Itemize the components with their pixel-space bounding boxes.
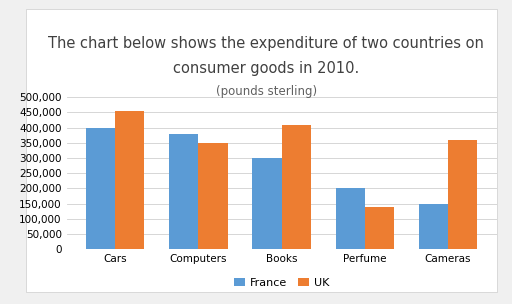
Bar: [169, 134, 199, 249]
Text: (pounds sterling): (pounds sterling): [216, 85, 317, 98]
Text: The chart below shows the expenditure of two countries on: The chart below shows the expenditure of…: [48, 36, 484, 51]
Bar: [336, 188, 365, 249]
Text: consumer goods in 2010.: consumer goods in 2010.: [173, 61, 359, 76]
Bar: [419, 204, 448, 249]
Bar: [448, 140, 477, 249]
Bar: [86, 128, 115, 249]
Bar: [199, 143, 227, 249]
Legend: France, UK: France, UK: [230, 273, 333, 292]
Bar: [365, 207, 394, 249]
Bar: [115, 111, 144, 249]
Bar: [282, 125, 311, 249]
Bar: [252, 158, 282, 249]
